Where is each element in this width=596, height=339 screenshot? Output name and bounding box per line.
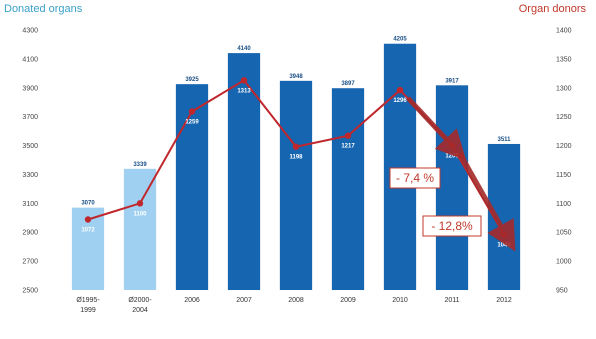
left-tick-label: 4300 <box>22 28 38 35</box>
right-tick-label: 1300 <box>556 85 572 92</box>
bar-value-label: 3511 <box>497 137 511 143</box>
donor-value-label: 1198 <box>289 155 303 161</box>
x-tick-label: 2004 <box>132 307 148 314</box>
donor-point-6 <box>396 86 404 94</box>
x-tick-label: Ø2000- <box>128 297 152 304</box>
x-tick-label: 2009 <box>340 297 356 304</box>
left-tick-label: 2700 <box>22 259 38 266</box>
donor-value-label: 1313 <box>237 88 251 94</box>
right-tick-label: 1000 <box>556 259 572 266</box>
donor-point-4 <box>292 143 300 150</box>
right-tick-label: 1250 <box>556 114 572 121</box>
bar-7 <box>435 85 469 290</box>
bar-1 <box>123 168 157 290</box>
donor-point-2 <box>188 108 196 115</box>
x-tick-label: 2006 <box>184 297 200 304</box>
decline-arrow-1 <box>457 152 516 252</box>
donor-value-label: 1046 <box>497 243 511 249</box>
donor-point-5 <box>344 132 352 139</box>
annotation-label-0: - 7,4 % <box>396 171 434 185</box>
donor-point-0 <box>84 216 92 223</box>
right-tick-label: 1150 <box>556 172 571 179</box>
right-axis: 1400 1350 1300 1250 1200 1150 1100 1050 1000 950 <box>556 28 572 295</box>
right-tick-label: 1200 <box>556 143 572 150</box>
bar-value-label: 4140 <box>237 46 251 52</box>
right-tick-label: 950 <box>556 288 568 295</box>
donor-value-label: 1259 <box>185 119 199 125</box>
bar-value-label: 3917 <box>445 78 459 84</box>
annotation-box-0 <box>389 167 441 189</box>
bar-5 <box>331 88 365 290</box>
annotations: - 7,4 % - 12,8% <box>389 96 516 252</box>
bar-value-label: 3339 <box>133 162 147 168</box>
donor-value-label: 1200 <box>445 154 459 160</box>
bar-series: 3070 3339 3925 4140 3948 3897 4205 3917 3511 <box>71 37 521 291</box>
x-tick-label: 2010 <box>392 297 408 304</box>
annotation-box-1 <box>422 215 482 237</box>
x-axis: Ø1995- 1999 Ø2000- 2004 2006 2007 2008 2009 2010… <box>76 297 512 314</box>
bar-value-label: 4205 <box>393 37 407 43</box>
bar-6 <box>383 43 417 290</box>
right-tick-label: 1400 <box>556 28 572 35</box>
left-axis-title: Donated organs <box>4 3 83 15</box>
donor-point-3 <box>240 77 248 84</box>
x-tick-label: 2011 <box>444 297 459 304</box>
bar-value-label: 3948 <box>289 74 303 80</box>
left-tick-label: 2500 <box>22 288 38 295</box>
bar-value-label: 3897 <box>341 81 355 87</box>
right-tick-label: 1050 <box>556 230 572 237</box>
annotation-label-1: - 12,8% <box>431 219 473 233</box>
left-tick-label: 3900 <box>22 85 38 92</box>
bar-value-label: 3925 <box>185 77 199 83</box>
x-tick-label: 2012 <box>496 297 512 304</box>
donor-value-label: 1217 <box>341 144 355 150</box>
donor-point-1 <box>136 200 144 207</box>
x-tick-label: Ø1995- <box>76 297 100 304</box>
left-tick-label: 4100 <box>22 56 38 63</box>
decline-arrow-0 <box>406 96 467 161</box>
left-tick-label: 3300 <box>22 172 38 179</box>
right-tick-label: 1350 <box>556 56 572 63</box>
right-tick-label: 1100 <box>556 201 571 208</box>
left-tick-label: 3700 <box>22 114 38 121</box>
left-tick-label: 3100 <box>22 201 38 208</box>
x-tick-label: 1999 <box>80 307 96 314</box>
right-axis-title: Organ donors <box>519 3 587 15</box>
bar-value-label: 3070 <box>81 201 95 207</box>
left-axis: 4300 4100 3900 3700 3500 3300 3100 2900 2700 2500 <box>22 28 38 295</box>
bar-2 <box>175 84 209 291</box>
x-tick-label: 2008 <box>288 297 304 304</box>
donor-value-label: 1100 <box>133 211 147 217</box>
left-tick-label: 2900 <box>22 230 38 237</box>
donor-value-label: 1072 <box>81 228 95 234</box>
x-tick-label: 2007 <box>236 297 252 304</box>
donor-value-label: 1296 <box>393 98 407 104</box>
left-tick-label: 3500 <box>22 143 38 150</box>
bar-4 <box>279 80 313 290</box>
